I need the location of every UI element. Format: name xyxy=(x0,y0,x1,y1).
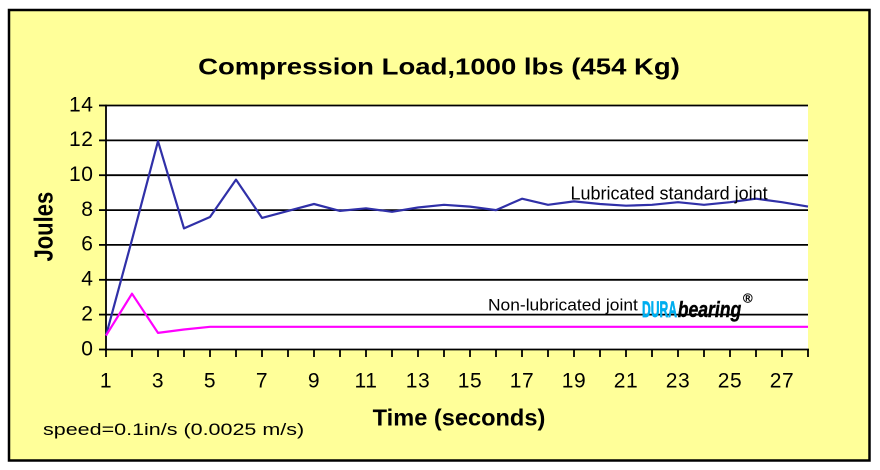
svg-text:27: 27 xyxy=(770,370,795,393)
svg-text:15: 15 xyxy=(458,370,483,393)
svg-text:0: 0 xyxy=(81,337,93,360)
svg-text:19: 19 xyxy=(562,370,587,393)
svg-text:21: 21 xyxy=(614,370,639,393)
svg-text:14: 14 xyxy=(69,93,94,116)
svg-text:23: 23 xyxy=(666,370,691,393)
svg-text:Lubricated standard joint: Lubricated standard joint xyxy=(571,184,768,204)
svg-text:17: 17 xyxy=(510,370,535,393)
svg-text:Compression Load,1000 lbs (454: Compression Load,1000 lbs (454 Kg) xyxy=(198,55,680,80)
svg-text:4: 4 xyxy=(81,268,93,291)
svg-text:bearing: bearing xyxy=(678,298,742,322)
svg-text:9: 9 xyxy=(308,370,320,393)
svg-text:11: 11 xyxy=(355,370,378,393)
svg-text:8: 8 xyxy=(81,198,93,221)
svg-text:®: ® xyxy=(743,291,753,306)
svg-text:DURA: DURA xyxy=(642,297,677,322)
svg-text:speed=0.1in/s (0.0025 m/s): speed=0.1in/s (0.0025 m/s) xyxy=(43,420,304,439)
svg-text:25: 25 xyxy=(718,370,743,393)
svg-text:10: 10 xyxy=(69,163,94,186)
svg-text:Joules: Joules xyxy=(30,192,59,262)
svg-text:3: 3 xyxy=(152,370,164,393)
svg-text:12: 12 xyxy=(69,128,94,151)
svg-text:2: 2 xyxy=(81,302,93,325)
svg-text:6: 6 xyxy=(81,233,93,256)
svg-text:1: 1 xyxy=(100,370,112,393)
svg-text:5: 5 xyxy=(204,370,216,393)
svg-text:Time (seconds): Time (seconds) xyxy=(373,405,546,431)
svg-text:Non-lubricated joint: Non-lubricated joint xyxy=(488,295,638,315)
svg-text:13: 13 xyxy=(406,370,431,393)
svg-text:7: 7 xyxy=(256,370,268,393)
